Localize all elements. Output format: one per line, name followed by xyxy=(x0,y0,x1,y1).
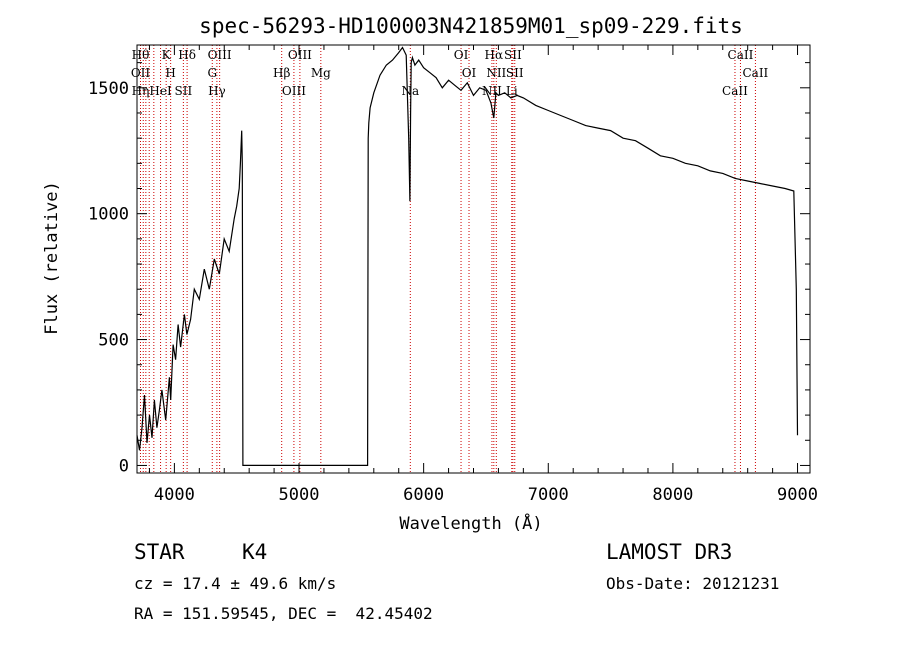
y-tick-label: 1000 xyxy=(88,205,129,225)
line-label: Na xyxy=(401,84,419,98)
x-tick-label: 6000 xyxy=(403,485,444,505)
object-class: STAR xyxy=(134,540,185,564)
line-label: NII xyxy=(486,66,506,80)
line-markers xyxy=(139,45,756,473)
line-label: NII xyxy=(482,84,502,98)
y-tick-label: 0 xyxy=(119,456,129,476)
line-label: Hβ xyxy=(273,66,290,80)
coordinates: RA = 151.59545, DEC = 42.45402 xyxy=(134,604,433,623)
y-tick-label: 1500 xyxy=(88,79,129,99)
spectrum-series xyxy=(136,46,799,466)
line-label: Hδ xyxy=(178,48,196,62)
line-label: G xyxy=(207,66,217,80)
subclass: K4 xyxy=(242,540,268,564)
line-label: OIII xyxy=(282,84,306,98)
line-label: Li xyxy=(506,84,518,98)
x-tick-label: 4000 xyxy=(154,485,195,505)
x-axis-label: Wavelength (Å) xyxy=(399,512,542,534)
line-label: CaII xyxy=(728,48,754,62)
plot-frame xyxy=(136,44,811,474)
redshift-velocity: cz = 17.4 ± 49.6 km/s xyxy=(134,574,337,593)
y-axis-label: Flux (relative) xyxy=(42,181,62,335)
line-label: SII xyxy=(175,84,193,98)
line-label: Hθ xyxy=(132,48,150,62)
y-tick-label: 500 xyxy=(98,331,129,351)
line-label: OI xyxy=(454,48,469,62)
line-label: HeI xyxy=(149,84,172,98)
chart-title: spec-56293-HD100003N421859M01_sp09-229.f… xyxy=(199,14,743,38)
line-label: SII xyxy=(506,66,524,80)
line-label: Hη xyxy=(132,84,150,98)
spectrum-line xyxy=(136,46,799,466)
line-label: Hγ xyxy=(208,84,226,98)
line-label: H xyxy=(165,66,175,80)
x-tick-label: 9000 xyxy=(777,485,818,505)
survey-name: LAMOST DR3 xyxy=(606,540,733,564)
x-tick-label: 5000 xyxy=(279,485,320,505)
line-label: OII xyxy=(131,66,151,80)
x-tick-label: 8000 xyxy=(652,485,693,505)
x-tick-label: 7000 xyxy=(528,485,569,505)
line-label: K xyxy=(162,48,172,62)
line-label: OIII xyxy=(288,48,312,62)
observation-date: Obs-Date: 20121231 xyxy=(606,574,780,593)
line-label: CaII xyxy=(722,84,748,98)
line-label: Hα xyxy=(485,48,504,62)
axes: 4000 5000 6000 7000 8000 9000 0 500 1000 1500 xyxy=(88,45,818,505)
line-label: OI xyxy=(462,66,477,80)
line-label: Mg xyxy=(311,66,331,80)
line-label: CaII xyxy=(742,66,768,80)
line-label: OIII xyxy=(208,48,232,62)
line-label: SII xyxy=(504,48,522,62)
